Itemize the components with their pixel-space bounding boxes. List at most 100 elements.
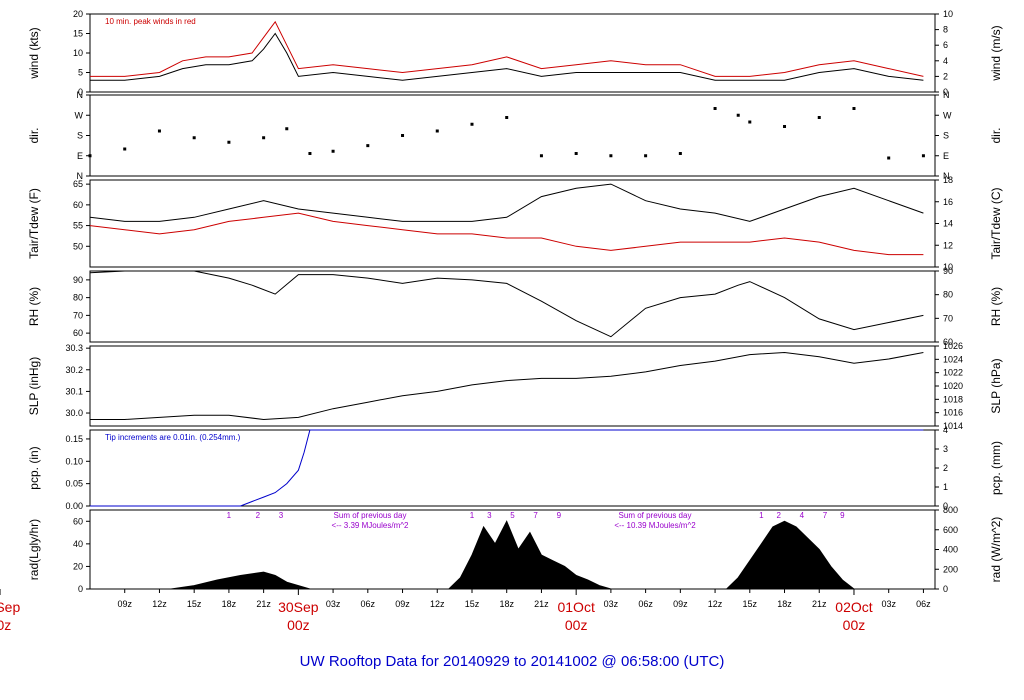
chart-footer-title: UW Rooftop Data for 20140929 to 20141002… (300, 653, 725, 670)
x-tick-label: 21z (256, 599, 271, 609)
x-tick-label: 06z (361, 599, 376, 609)
x-tick-label: 18z (777, 599, 792, 609)
panel-frame (89, 13, 936, 93)
x-day-hour: 00z (0, 617, 11, 633)
data-point (644, 154, 648, 158)
y-tick-label-right: N (943, 171, 950, 181)
y-tick-label: N (77, 90, 84, 100)
y-tick-label: 30.2 (65, 365, 83, 375)
series-line-0 (90, 32, 924, 81)
y-axis-label: rad(Lgly/hr) (27, 519, 41, 580)
y-tick-label-right: 1026 (943, 341, 963, 351)
panel-2: 50 55 60 65 10 12 14 16 18 Tair/Tdew (F) Tair/Tdew… (27, 175, 1003, 272)
y-tick-label-right: 16 (943, 197, 953, 207)
x-tick-label: 18z (499, 599, 514, 609)
hour-mark: 7 (823, 511, 828, 520)
panel-annotation: 10 min. peak winds in red (105, 17, 196, 26)
x-day-label: 30Sep (0, 599, 20, 615)
y-tick-label: 55 (73, 221, 83, 231)
x-tick-label: 18z (222, 599, 237, 609)
y-tick-label-right: 1018 (943, 394, 963, 404)
data-point (285, 127, 289, 131)
y-tick-label-right: 1020 (943, 381, 963, 391)
hour-mark: 2 (777, 511, 782, 520)
x-tick-label: 03z (881, 599, 896, 609)
data-point (713, 107, 717, 110)
data-point (435, 129, 439, 133)
y-tick-label: 80 (73, 293, 83, 303)
y-tick-label: 65 (73, 179, 83, 189)
data-point (262, 136, 266, 140)
data-point (783, 125, 787, 128)
y-tick-label-right: 1022 (943, 368, 963, 378)
data-point (887, 156, 891, 160)
y-tick-label-right: 90 (943, 266, 953, 276)
y-axis-label-right: dir. (989, 127, 1003, 143)
data-point (678, 152, 682, 155)
x-tick-label: 12z (708, 599, 723, 609)
y-tick-label: 20 (73, 561, 83, 571)
data-point (227, 140, 231, 144)
y-tick-label-right: S (943, 131, 949, 141)
x-tick-label: 09z (673, 599, 688, 609)
y-tick-label: 60 (73, 328, 83, 338)
y-tick-label-right: W (943, 110, 952, 120)
panel-annotation: Tip increments are 0.01in. (0.254mm.) (105, 433, 241, 442)
y-tick-label: N (77, 171, 84, 181)
x-tick-label: 12z (152, 599, 167, 609)
data-point (817, 116, 821, 119)
data-point (192, 136, 196, 140)
data-point (609, 154, 613, 158)
y-tick-label: 50 (73, 241, 83, 251)
series-line-0 (89, 183, 924, 222)
data-point (505, 116, 509, 119)
y-tick-label-right: 12 (943, 240, 953, 250)
y-tick-label-right: 2 (943, 463, 948, 473)
panel-annotation: <-- 3.39 MJoules/m^2 (332, 521, 409, 530)
y-axis-label-right: wind (m/s) (989, 25, 1003, 81)
data-point (748, 120, 752, 124)
y-tick-label-right: 1016 (943, 408, 963, 418)
x-tick-label: 09z (395, 599, 410, 609)
y-axis-label-right: SLP (hPa) (989, 358, 1003, 413)
data-point (852, 107, 856, 110)
hour-mark: 1 (227, 511, 232, 520)
y-tick-label-right: 2 (943, 71, 948, 81)
y-tick-label-right: 14 (943, 219, 953, 229)
y-tick-label-right: 3 (943, 444, 948, 454)
hour-mark: 9 (840, 511, 845, 520)
x-tick-label: 03z (326, 599, 341, 609)
panel-4: 30.0 30.1 30.2 30.3 1014 1016 1018 1020 1022 1024… (27, 341, 1003, 431)
hour-mark: 1 (470, 511, 475, 520)
y-tick-label: 0 (78, 87, 83, 97)
y-tick-label: 0.10 (65, 456, 83, 466)
y-axis-label: RH (%) (27, 287, 41, 326)
panel-3: 60 70 80 90 60 70 80 90 RH (%) RH (%) (27, 266, 1003, 347)
data-point (123, 147, 127, 151)
y-tick-label: 0.05 (65, 479, 83, 489)
data-point (401, 134, 405, 137)
y-tick-label: 40 (73, 539, 83, 549)
x-tick-label: 06z (916, 599, 931, 609)
y-tick-label-right: 4 (943, 425, 948, 435)
hour-mark: 5 (510, 511, 515, 520)
y-tick-label: 10 (73, 48, 83, 58)
y-tick-label: 30.3 (65, 343, 83, 353)
y-axis-label: wind (kts) (27, 27, 41, 79)
y-tick-label: 5 (78, 68, 83, 78)
y-tick-label: W (75, 110, 84, 120)
data-point (331, 149, 335, 153)
y-tick-label: 15 (73, 29, 83, 39)
y-tick-label-right: 400 (943, 545, 958, 555)
x-day-label: 01Oct (557, 599, 594, 615)
x-tick-label: 03z (604, 599, 619, 609)
series-line-1 (89, 212, 924, 256)
panel-0: 0 5 10 15 20 0 2 4 6 8 10 wind (kts) wind (m/s) 10 mi… (27, 9, 1003, 97)
y-axis-label: dir. (27, 127, 41, 143)
y-axis-label-right: rad (W/m^2) (989, 517, 1003, 583)
y-axis-label: Tair/Tdew (F) (27, 188, 41, 259)
y-tick-label: 60 (73, 200, 83, 210)
hour-mark: 9 (557, 511, 562, 520)
x-tick-label: 09z (117, 599, 132, 609)
